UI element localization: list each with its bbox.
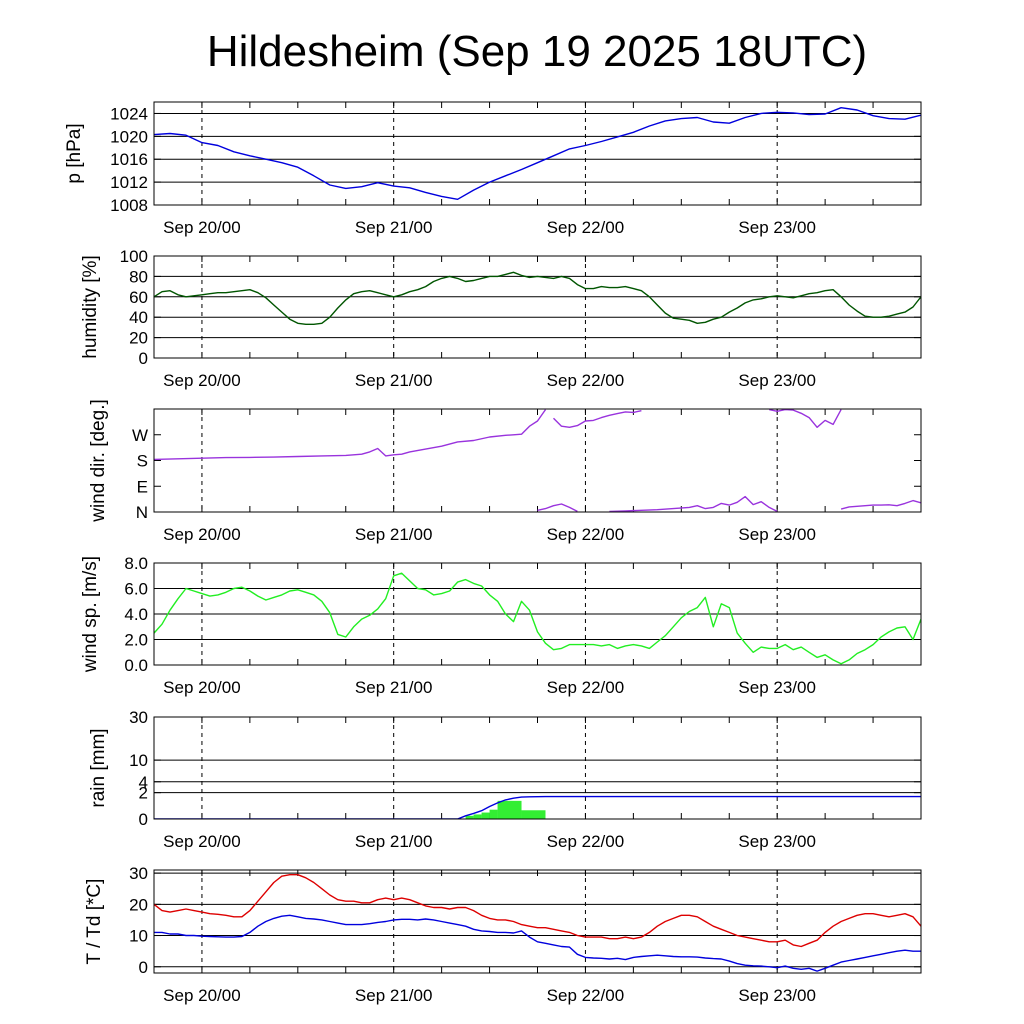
series-line-wind_dir bbox=[840, 499, 921, 510]
plot-area bbox=[154, 409, 921, 512]
y-axis-label: wind sp. [m/s] bbox=[80, 556, 101, 673]
series-line-pressure bbox=[154, 106, 921, 201]
ytick-label: 4 bbox=[139, 773, 148, 792]
plot-area bbox=[154, 572, 921, 665]
series-line-dewpoint bbox=[154, 914, 921, 972]
ytick-label: 0.0 bbox=[124, 656, 148, 675]
xtick-label: Sep 21/00 bbox=[355, 986, 433, 1005]
ytick-label: 4.0 bbox=[124, 605, 148, 624]
xtick-label: Sep 23/00 bbox=[738, 678, 816, 697]
ytick-label: 6.0 bbox=[124, 580, 148, 599]
panel-frame bbox=[153, 408, 922, 513]
ytick-label: 20 bbox=[129, 895, 148, 914]
xtick-label: Sep 22/00 bbox=[547, 986, 625, 1005]
ytick-label: 1024 bbox=[110, 104, 148, 123]
xtick-label: Sep 20/00 bbox=[163, 218, 241, 237]
series-line-humidity bbox=[154, 271, 921, 325]
xtick-label: Sep 21/00 bbox=[355, 678, 433, 697]
xtick-label: Sep 20/00 bbox=[163, 525, 241, 544]
ytick-label: 0 bbox=[139, 810, 148, 829]
xtick-label: Sep 21/00 bbox=[355, 525, 433, 544]
ytick-label: N bbox=[136, 503, 148, 522]
series-line-wind_dir bbox=[609, 495, 778, 512]
ytick-label: 10 bbox=[129, 927, 148, 946]
xtick-label: Sep 23/00 bbox=[738, 525, 816, 544]
panel-frame bbox=[153, 869, 922, 974]
xtick-label: Sep 22/00 bbox=[547, 832, 625, 851]
panel-wind-speed: 0.0 2.0 4.0 6.0 8.0 Sep 20/00 Sep 21/00 Sep 22/… bbox=[80, 554, 922, 697]
series-line-rain_cum bbox=[154, 795, 921, 819]
ytick-label: 20 bbox=[129, 329, 148, 348]
ytick-label: 60 bbox=[129, 288, 148, 307]
chart-title: Hildesheim (Sep 19 2025 18UTC) bbox=[207, 27, 867, 76]
series-line-wind_dir bbox=[154, 409, 547, 461]
xtick-label: Sep 20/00 bbox=[163, 986, 241, 1005]
xtick-label: Sep 22/00 bbox=[547, 371, 625, 390]
series-line-wind_speed bbox=[154, 572, 921, 665]
panel-frame bbox=[153, 562, 922, 666]
xtick-label: Sep 20/00 bbox=[163, 678, 241, 697]
ytick-label: 2.0 bbox=[124, 631, 148, 650]
rain-bar bbox=[481, 812, 490, 819]
ytick-label: S bbox=[137, 452, 148, 471]
ytick-label: 30 bbox=[129, 864, 148, 883]
ytick-label: 30 bbox=[129, 708, 148, 727]
xtick-label: Sep 22/00 bbox=[547, 525, 625, 544]
rain-bar bbox=[465, 815, 474, 819]
rain-bar bbox=[521, 810, 546, 819]
panel-frame bbox=[153, 255, 922, 359]
xtick-label: Sep 22/00 bbox=[547, 218, 625, 237]
rain-bar bbox=[497, 800, 522, 819]
ytick-label: 1016 bbox=[110, 150, 148, 169]
xtick-label: Sep 23/00 bbox=[738, 986, 816, 1005]
xtick-label: Sep 21/00 bbox=[355, 218, 433, 237]
xtick-label: Sep 20/00 bbox=[163, 371, 241, 390]
ytick-label: 2 bbox=[139, 784, 148, 803]
y-axis-label: rain [mm] bbox=[88, 728, 109, 807]
plot-area bbox=[154, 106, 921, 201]
series-line-wind_dir bbox=[553, 410, 642, 428]
y-axis-label: p [hPa] bbox=[64, 123, 85, 183]
ytick-label: 40 bbox=[129, 308, 148, 327]
panel-frame bbox=[153, 716, 922, 820]
xtick-label: Sep 23/00 bbox=[738, 832, 816, 851]
plot-area bbox=[154, 271, 921, 325]
panel-frame bbox=[153, 101, 922, 206]
xtick-label: Sep 21/00 bbox=[355, 371, 433, 390]
xtick-label: Sep 23/00 bbox=[738, 371, 816, 390]
ytick-label: 0 bbox=[139, 349, 148, 368]
ytick-label: 8.0 bbox=[124, 554, 148, 573]
ytick-label: E bbox=[137, 477, 148, 496]
ytick-label: 1012 bbox=[110, 173, 148, 192]
panel-rain: 0 24 10 30 Sep 20/00 Sep 21/00 Sep 22/00 Sep 23… bbox=[88, 708, 922, 851]
y-axis-label: wind dir. [deg.] bbox=[88, 399, 109, 523]
xtick-label: Sep 23/00 bbox=[738, 218, 816, 237]
series-line-wind_dir bbox=[537, 503, 578, 512]
ytick-label: 0 bbox=[139, 958, 148, 977]
series-line-temperature bbox=[154, 874, 921, 948]
series-line-wind_dir bbox=[769, 409, 842, 428]
ytick-label: 1008 bbox=[110, 196, 148, 215]
xtick-label: Sep 21/00 bbox=[355, 832, 433, 851]
ytick-label: 1020 bbox=[110, 127, 148, 146]
plot-area bbox=[154, 795, 921, 819]
xtick-label: Sep 20/00 bbox=[163, 832, 241, 851]
panel-pressure: 1008 1012 1016 1020 1024 Sep 20/00 Sep 21/00 Se… bbox=[64, 101, 922, 237]
y-axis-label: T / Td [*C] bbox=[84, 879, 105, 965]
ytick-label: W bbox=[132, 426, 148, 445]
xtick-label: Sep 22/00 bbox=[547, 678, 625, 697]
rain-bar bbox=[473, 814, 482, 819]
rain-bar bbox=[489, 809, 498, 819]
ytick-label: 100 bbox=[120, 247, 148, 266]
panel-temperature: 0 10 20 30 Sep 20/00 Sep 21/00 Sep 22/00 Sep 23… bbox=[84, 864, 922, 1005]
plot-area bbox=[154, 874, 921, 972]
ytick-label: 80 bbox=[129, 267, 148, 286]
y-axis-label: humidity [%] bbox=[80, 255, 101, 358]
ytick-label: 10 bbox=[129, 751, 148, 770]
